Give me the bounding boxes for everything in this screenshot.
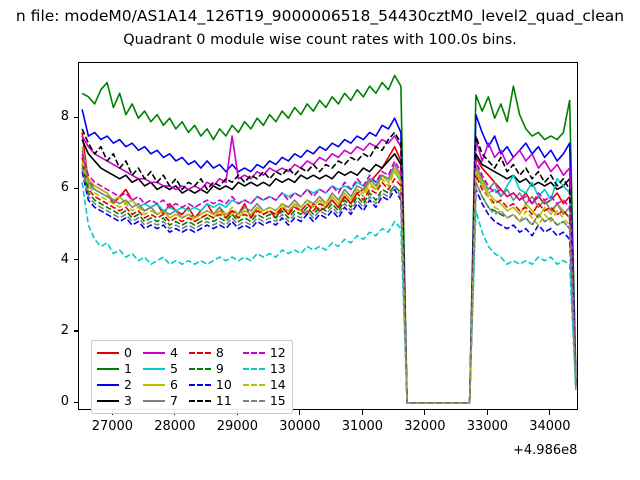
legend-line-swatch xyxy=(188,352,211,354)
legend-label: 5 xyxy=(169,361,178,376)
x-tick-mark xyxy=(424,410,426,415)
y-tick-mark xyxy=(73,401,78,403)
legend-item-4[interactable]: 4 xyxy=(142,345,178,361)
x-tick-mark xyxy=(549,410,551,415)
legend-item-14[interactable]: 14 xyxy=(242,377,286,393)
legend-line-swatch xyxy=(97,384,119,386)
legend-label: 4 xyxy=(169,345,178,360)
x-tick-label: 32000 xyxy=(404,419,446,434)
legend-item-10[interactable]: 10 xyxy=(188,377,232,393)
chart-lines xyxy=(81,74,577,404)
legend-item-5[interactable]: 5 xyxy=(142,361,178,377)
legend-line-swatch xyxy=(97,368,119,370)
legend-line-swatch xyxy=(188,384,211,386)
x-tick-label: 31000 xyxy=(341,419,384,434)
x-tick-mark xyxy=(361,410,363,415)
legend-label: 9 xyxy=(215,361,224,376)
legend-line-swatch xyxy=(97,400,119,402)
legend-line-swatch xyxy=(142,400,165,402)
x-tick-label: 29000 xyxy=(216,419,259,434)
series-line-13 xyxy=(81,182,577,404)
legend-line-swatch xyxy=(97,352,119,354)
legend-line-swatch xyxy=(142,352,165,354)
legend-label: 10 xyxy=(215,377,232,392)
legend-item-7[interactable]: 7 xyxy=(142,393,178,409)
legend-label: 14 xyxy=(269,377,286,392)
y-tick-label: 6 xyxy=(60,180,69,196)
y-tick-mark xyxy=(73,116,78,118)
figure-suptitle: n file: modeM0/AS1A14_126T19_9000006518_… xyxy=(15,7,625,25)
legend-item-9[interactable]: 9 xyxy=(188,361,232,377)
chart-legend[interactable]: 0 4 8 12 1 5 9 13 2 6 10 14 3 7 11 15 xyxy=(91,340,293,414)
series-line-4 xyxy=(81,135,577,404)
legend-line-swatch xyxy=(242,400,265,402)
legend-label: 15 xyxy=(269,393,286,408)
legend-line-swatch xyxy=(242,352,265,354)
legend-item-6[interactable]: 6 xyxy=(142,377,178,393)
legend-item-15[interactable]: 15 xyxy=(242,393,286,409)
plot-title: Quadrant 0 module wise count rates with … xyxy=(123,32,517,48)
legend-line-swatch xyxy=(188,368,211,370)
series-line-12 xyxy=(81,153,577,404)
legend-line-swatch xyxy=(142,384,165,386)
series-line-7 xyxy=(81,150,577,404)
y-tick-label: 2 xyxy=(60,322,69,338)
y-tick-mark xyxy=(73,187,78,190)
y-tick-label: 8 xyxy=(60,109,69,125)
series-line-9 xyxy=(81,164,577,404)
y-tick-label: 4 xyxy=(60,251,69,267)
x-tick-label: 30000 xyxy=(279,419,321,434)
legend-item-11[interactable]: 11 xyxy=(188,393,232,409)
series-line-10 xyxy=(81,171,577,404)
legend-label: 12 xyxy=(269,345,286,360)
legend-line-swatch xyxy=(142,368,165,370)
x-tick-mark xyxy=(486,410,488,415)
x-tick-label: 28000 xyxy=(154,419,196,434)
series-line-1 xyxy=(81,74,577,404)
series-line-2 xyxy=(81,109,577,404)
series-line-15 xyxy=(81,167,577,404)
x-tick-mark xyxy=(299,410,301,415)
legend-label: 8 xyxy=(215,345,224,360)
legend-item-0[interactable]: 0 xyxy=(97,345,132,361)
y-tick-mark xyxy=(73,330,78,332)
legend-line-swatch xyxy=(242,368,265,370)
series-line-8 xyxy=(81,157,577,404)
x-axis-offset-text: +4.986e8 xyxy=(513,443,578,458)
legend-label: 1 xyxy=(124,361,132,376)
legend-line-swatch xyxy=(242,384,265,386)
x-tick-label: 27000 xyxy=(91,419,134,434)
x-tick-label: 33000 xyxy=(466,419,509,434)
legend-line-swatch xyxy=(188,400,211,402)
legend-item-8[interactable]: 8 xyxy=(188,345,232,361)
legend-item-1[interactable]: 1 xyxy=(97,361,132,377)
series-line-14 xyxy=(81,160,577,404)
legend-label: 3 xyxy=(124,393,132,408)
legend-label: 11 xyxy=(215,393,232,408)
legend-item-3[interactable]: 3 xyxy=(97,393,132,409)
legend-label: 0 xyxy=(124,345,132,360)
series-line-11 xyxy=(81,128,577,404)
y-tick-label: 0 xyxy=(60,394,69,410)
legend-item-12[interactable]: 12 xyxy=(242,345,286,361)
legend-item-2[interactable]: 2 xyxy=(97,377,132,393)
legend-label: 7 xyxy=(169,393,178,408)
y-tick-mark xyxy=(73,259,78,261)
legend-label: 13 xyxy=(269,361,286,376)
legend-item-13[interactable]: 13 xyxy=(242,361,286,377)
x-tick-label: 34000 xyxy=(529,419,571,434)
legend-label: 6 xyxy=(169,377,178,392)
legend-label: 2 xyxy=(124,377,132,392)
